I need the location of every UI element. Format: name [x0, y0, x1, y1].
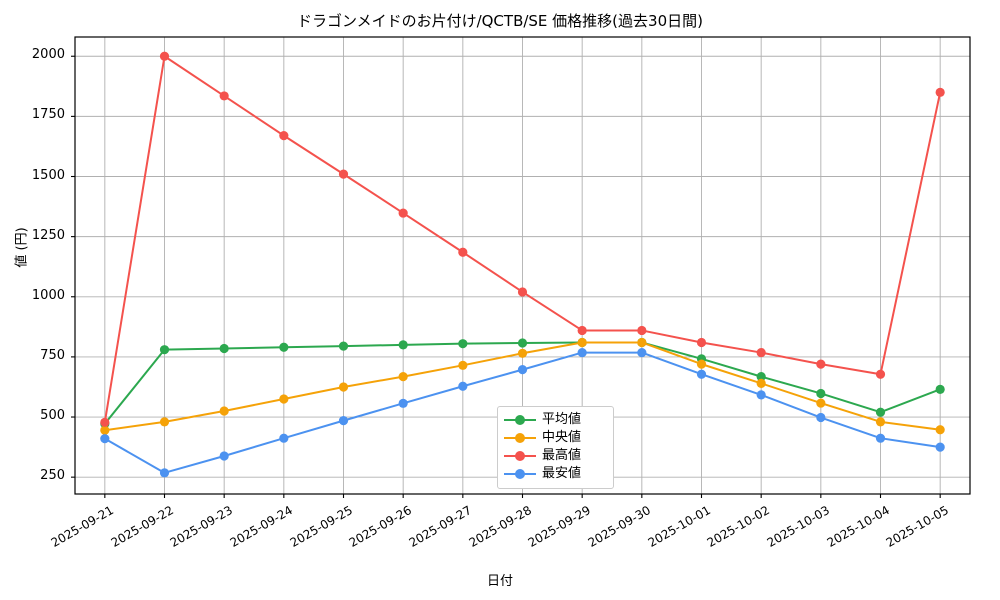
data-point — [338, 382, 349, 392]
data-point — [279, 394, 289, 404]
data-point — [219, 343, 229, 354]
data-point — [398, 208, 408, 218]
data-point — [696, 359, 707, 369]
data-point — [279, 433, 289, 443]
data-point — [517, 365, 528, 375]
legend-item-2[interactable]: 最高値 — [504, 447, 607, 465]
data-point — [756, 390, 766, 400]
data-point — [577, 325, 587, 336]
y-tick-label: 1000 — [31, 287, 65, 303]
legend-label: 最高値 — [542, 448, 582, 463]
legend-marker-icon — [504, 450, 536, 462]
data-point — [279, 131, 289, 141]
data-point — [338, 169, 349, 179]
legend-marker-icon — [504, 432, 536, 444]
data-point — [517, 287, 528, 297]
data-point — [219, 91, 229, 101]
data-point — [219, 406, 229, 416]
data-point — [458, 339, 468, 349]
data-point — [517, 338, 528, 348]
y-tick-label: 1500 — [31, 167, 65, 183]
data-point — [577, 347, 587, 358]
data-point — [875, 433, 886, 443]
data-point — [637, 347, 647, 358]
data-point — [398, 398, 408, 408]
data-point — [935, 425, 945, 435]
data-point — [816, 412, 826, 423]
data-point — [637, 337, 647, 348]
legend-label: 最安値 — [542, 466, 582, 481]
y-tick-label: 2000 — [31, 47, 65, 63]
data-point — [458, 247, 468, 257]
data-point — [816, 388, 826, 399]
legend-item-0[interactable]: 平均値 — [504, 411, 607, 429]
legend-label: 平均値 — [542, 412, 582, 427]
data-point — [696, 369, 707, 379]
data-point — [935, 442, 945, 452]
y-tick-label: 250 — [40, 468, 65, 484]
data-point — [100, 417, 110, 427]
data-point — [637, 325, 647, 336]
data-point — [458, 360, 468, 370]
data-point — [756, 347, 766, 358]
data-point — [100, 425, 110, 435]
y-tick-label: 750 — [40, 347, 65, 363]
data-point — [935, 87, 945, 97]
data-point — [935, 384, 945, 394]
legend-marker-icon — [504, 468, 536, 480]
data-series — [100, 51, 945, 478]
y-tick-label: 500 — [40, 408, 65, 424]
data-point — [159, 345, 170, 355]
data-point — [398, 340, 408, 350]
axis-ticks — [71, 55, 941, 498]
data-point — [159, 468, 170, 478]
chart-legend: 平均値中央値最高値最安値 — [497, 406, 614, 489]
data-point — [756, 378, 766, 388]
data-point — [696, 337, 707, 348]
legend-item-3[interactable]: 最安値 — [504, 465, 607, 483]
chart-title: ドラゴンメイドのお片付け/QCTB/SE 価格推移(過去30日間) — [297, 12, 703, 30]
data-point — [577, 337, 587, 348]
legend-item-1[interactable]: 中央値 — [504, 429, 607, 447]
data-point — [159, 417, 170, 427]
y-tick-label: 1750 — [31, 107, 65, 123]
data-point — [875, 369, 886, 379]
data-point — [458, 381, 468, 391]
y-tick-label: 1250 — [31, 227, 65, 243]
data-point — [756, 372, 766, 382]
data-point — [219, 451, 229, 461]
data-point — [398, 372, 408, 382]
legend-marker-icon — [504, 414, 536, 426]
data-point — [875, 417, 886, 427]
data-point — [279, 342, 289, 352]
legend-label: 中央値 — [542, 430, 582, 445]
x-axis-label: 日付 — [486, 574, 513, 589]
data-point — [338, 416, 349, 426]
data-point — [338, 341, 349, 351]
data-point — [100, 434, 110, 444]
data-point — [816, 398, 826, 408]
data-point — [875, 407, 886, 417]
data-point — [816, 359, 826, 369]
data-point — [159, 51, 170, 61]
data-point — [517, 348, 528, 358]
